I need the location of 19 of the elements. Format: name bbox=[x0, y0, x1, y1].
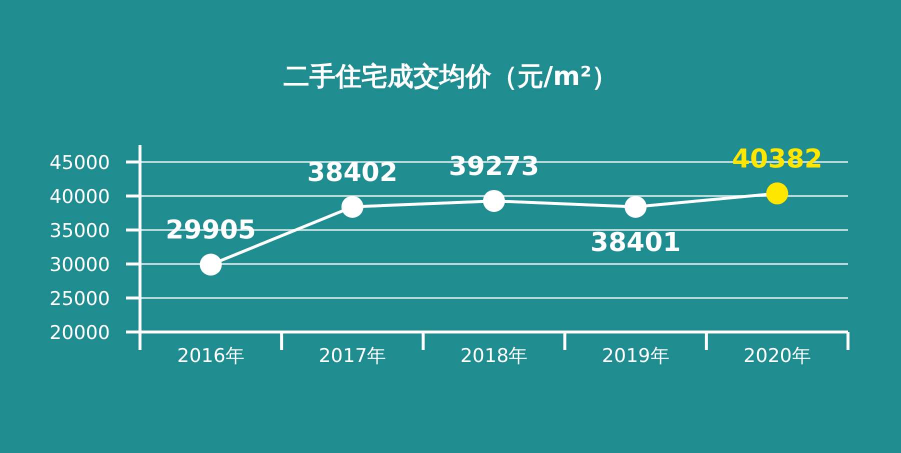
y-tick-label: 20000 bbox=[50, 322, 110, 344]
data-label: 38401 bbox=[590, 228, 681, 258]
point bbox=[483, 190, 505, 212]
x-tick-label: 2019年 bbox=[602, 345, 670, 367]
y-tick-label: 25000 bbox=[50, 288, 110, 310]
point bbox=[341, 196, 364, 218]
point bbox=[624, 196, 647, 218]
y-tick-label: 30000 bbox=[50, 254, 110, 276]
x-tick-label: 2018年 bbox=[460, 345, 528, 367]
data-label: 38402 bbox=[307, 158, 398, 188]
x-tick-label: 2016年 bbox=[177, 345, 244, 367]
x-tick-label: 2017年 bbox=[318, 345, 386, 367]
y-tick-label: 35000 bbox=[50, 220, 110, 242]
point bbox=[766, 182, 788, 204]
y-tick-label: 40000 bbox=[50, 186, 110, 208]
x-tick-label: 2020年 bbox=[744, 345, 811, 367]
chart-title: 二手住宅成交均价（元/m²） bbox=[284, 62, 618, 92]
point bbox=[200, 254, 222, 276]
y-tick-label: 45000 bbox=[50, 152, 110, 174]
